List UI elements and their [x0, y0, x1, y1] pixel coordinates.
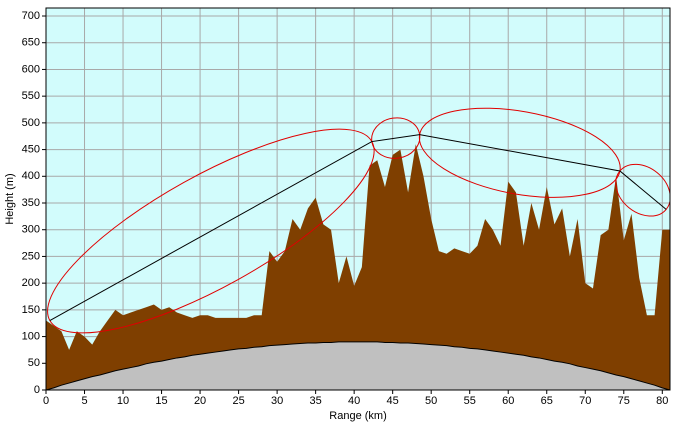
x-tick-label: 5: [81, 395, 87, 407]
y-tick-label: 450: [22, 143, 40, 155]
x-tick-label: 70: [579, 395, 591, 407]
y-tick-label: 100: [22, 330, 40, 342]
x-tick-label: 10: [117, 395, 129, 407]
y-tick-label: 400: [22, 170, 40, 182]
y-tick-label: 500: [22, 117, 40, 129]
x-tick-label: 40: [348, 395, 360, 407]
x-tick-label: 65: [541, 395, 553, 407]
area: [46, 341, 670, 390]
x-tick-label: 45: [387, 395, 399, 407]
y-axis-label: Height (m): [4, 173, 16, 224]
plot: [46, 8, 670, 390]
y-tick-label: 50: [28, 357, 40, 369]
x-tick-label: 80: [656, 395, 668, 407]
y-tick-label: 0: [34, 384, 40, 396]
x-tick-label: 30: [271, 395, 283, 407]
x-tick-label: 55: [464, 395, 476, 407]
y-tick-label: 700: [22, 10, 40, 22]
x-tick-label: 60: [502, 395, 514, 407]
y-tick-label: 150: [22, 304, 40, 316]
link-line: [49, 134, 667, 321]
x-tick-label: 25: [232, 395, 244, 407]
y-tick-label: 550: [22, 90, 40, 102]
y-tick-label: 300: [22, 224, 40, 236]
x-tick-label: 75: [618, 395, 630, 407]
x-tick-label: 35: [310, 395, 322, 407]
plot-frame: [45, 7, 671, 391]
y-tick-label: 650: [22, 37, 40, 49]
y-tick-label: 200: [22, 277, 40, 289]
x-tick-label: 20: [194, 395, 206, 407]
y-tick-label: 600: [22, 63, 40, 75]
x-tick-label: 15: [155, 395, 167, 407]
x-tick-label: 50: [425, 395, 437, 407]
x-axis-label: Range (km): [329, 410, 386, 422]
area: [46, 144, 670, 390]
y-tick-label: 350: [22, 197, 40, 209]
y-tick-label: 250: [22, 250, 40, 262]
x-tick-label: 0: [43, 395, 49, 407]
